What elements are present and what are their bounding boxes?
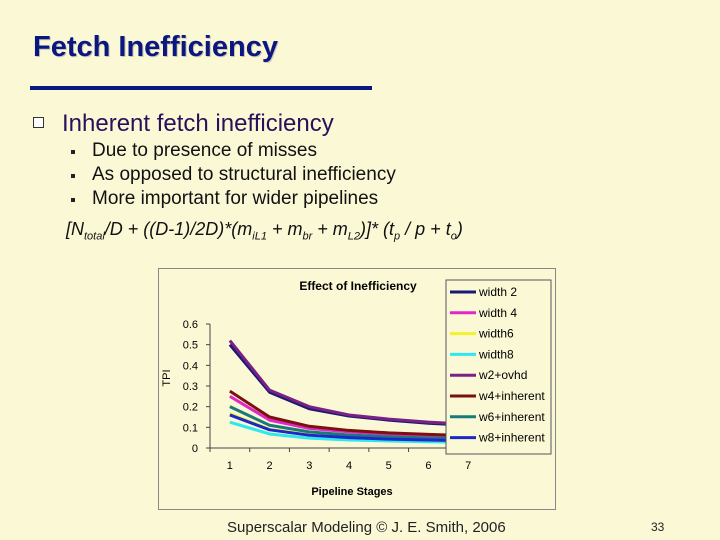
series-line: [229, 389, 469, 438]
formula-part: [N: [66, 219, 84, 239]
bullet-dot-icon: [71, 174, 75, 178]
y-axis-label: TPI: [161, 369, 173, 386]
bullet-dot-icon: [71, 150, 75, 154]
bullet-item: Due to presence of misses: [70, 139, 396, 163]
formula-part: /D + ((D-1)/2D)*(m: [104, 219, 253, 239]
series-line: [229, 405, 469, 441]
series-line: [229, 420, 469, 444]
formula-subscript: br: [302, 230, 313, 243]
y-tick-label: 0: [192, 443, 198, 455]
formula-part: + m: [266, 219, 303, 239]
legend-label: w8+inherent: [478, 431, 545, 445]
legend-label: width 2: [478, 285, 517, 299]
formula-subscript: iL1: [252, 230, 267, 243]
y-tick-label: 0.2: [183, 402, 198, 414]
square-bullet-icon: [33, 117, 44, 128]
bullet-dot-icon: [71, 198, 75, 202]
y-tick-label: 0.1: [183, 422, 198, 434]
x-tick-label: 6: [425, 460, 431, 472]
series-line: [228, 339, 469, 426]
formula-part: )]* (t: [360, 219, 395, 239]
section-heading: Inherent fetch inefficiency: [62, 110, 334, 137]
legend-label: w4+inherent: [478, 389, 545, 403]
legend-label: w6+inherent: [478, 410, 545, 424]
legend-label: width 4: [478, 306, 517, 320]
footer-text: Superscalar Modeling © J. E. Smith, 2006: [227, 519, 506, 536]
bullet-list: Due to presence of misses As opposed to …: [70, 139, 396, 211]
bullet-text: As opposed to structural inefficiency: [92, 164, 396, 185]
x-tick-label: 2: [267, 460, 273, 472]
x-tick-label: 3: [306, 460, 312, 472]
page-number: 33: [651, 520, 665, 534]
x-tick-label: 1: [227, 460, 233, 472]
tpi-formula: [Ntotal/D + ((D-1)/2D)*(miL1 + mbr + mL2…: [66, 219, 463, 243]
chart-svg: Effect of Inefficiency 0 0.1 0.2 0.3 0.4 0.5 0.…: [158, 268, 556, 510]
bullet-item: As opposed to structural inefficiency: [70, 163, 396, 187]
series-line: [229, 413, 469, 443]
formula-part: ): [456, 219, 463, 239]
title-underline: [30, 86, 372, 90]
bullet-text: Due to presence of misses: [92, 140, 317, 161]
y-tick-label: 0.6: [183, 319, 198, 331]
x-axis-label: Pipeline Stages: [311, 486, 392, 498]
chart: Effect of Inefficiency 0 0.1 0.2 0.3 0.4 0.5 0.…: [158, 268, 556, 510]
formula-subscript: o: [450, 230, 457, 243]
formula-part: / p + t: [400, 219, 451, 239]
formula-subscript: L2: [347, 230, 361, 243]
x-tick-label: 7: [465, 460, 471, 472]
bullet-text: More important for wider pipelines: [92, 188, 379, 209]
formula-part: + m: [312, 219, 348, 239]
legend-label: width8: [478, 347, 514, 361]
legend-label: w2+ovhd: [478, 368, 527, 382]
y-tick-label: 0.3: [183, 381, 198, 393]
formula-subscript: p: [394, 230, 401, 243]
y-tick-label: 0.4: [183, 360, 198, 372]
y-tick-label: 0.5: [183, 340, 198, 352]
legend-box: [445, 279, 552, 455]
formula-subscript: total: [84, 230, 105, 243]
bullet-item: More important for wider pipelines: [70, 187, 396, 211]
chart-title: Effect of Inefficiency: [299, 279, 417, 293]
chart-frame: [158, 268, 556, 510]
x-tick-label: 4: [346, 460, 352, 472]
x-tick-label: 5: [386, 460, 392, 472]
slide-title: Fetch Inefficiency: [33, 31, 278, 63]
legend-label: width6: [478, 327, 514, 341]
